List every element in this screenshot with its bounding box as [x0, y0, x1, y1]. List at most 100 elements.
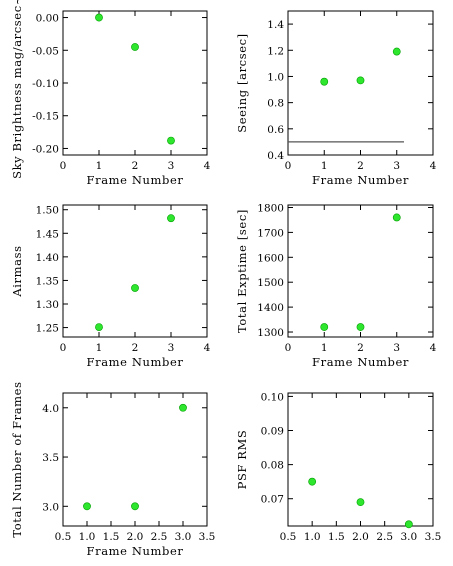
x-tick-label: 0.5	[55, 531, 72, 543]
y-tick-label: -0.05	[32, 45, 59, 57]
y-tick-label: 1.4	[267, 19, 284, 31]
y-tick-label: 0.00	[36, 13, 59, 25]
x-tick-label: 4	[430, 160, 437, 172]
y-tick-label: 0.07	[261, 494, 284, 506]
x-tick-label: 2.5	[151, 531, 168, 543]
data-point	[83, 502, 91, 511]
y-tick-label: 0.08	[261, 460, 284, 472]
x-axis-label: Frame Number	[87, 173, 184, 187]
plot-frame	[62, 10, 208, 156]
x-tick-label: 2	[132, 342, 139, 354]
x-tick-label: 0.5	[280, 531, 297, 543]
y-axis-label: Total Number of Frames	[10, 381, 24, 537]
x-tick-label: 2	[357, 160, 364, 172]
data-point	[131, 284, 139, 292]
x-axis-label: Frame Number	[312, 355, 409, 369]
plot-frame	[287, 392, 434, 527]
y-tick-label: -0.20	[32, 143, 59, 155]
x-tick-label: 1.0	[304, 531, 321, 543]
y-tick-label: 1400	[257, 302, 284, 314]
x-tick-label: 3.5	[425, 531, 442, 543]
data-point	[320, 323, 329, 331]
x-axis-label: Frame Number	[87, 544, 184, 558]
x-tick-label: 3	[168, 342, 175, 354]
x-tick-label: 3.5	[199, 531, 216, 543]
x-tick-label: 2	[357, 342, 364, 354]
x-tick-label: 3.0	[175, 531, 192, 543]
data-point	[392, 47, 401, 56]
data-point	[131, 43, 139, 51]
y-tick-label: 1.25	[36, 323, 59, 335]
y-axis-label: Seeing [arcsec]	[235, 33, 249, 133]
data-point	[320, 77, 329, 86]
chart-sky-brightness: 0 1 2 3 4 0.00 -0.05 -0.10 -0.15 -0.20 Frame Numbe…	[10, 0, 211, 187]
y-tick-label: -0.10	[32, 78, 59, 90]
x-tick-label: 1.5	[103, 531, 120, 543]
x-tick-label: 3	[393, 160, 400, 172]
y-tick-label: 0.10	[261, 391, 284, 403]
plot-frame	[287, 204, 434, 338]
y-tick-label: 1.40	[36, 252, 59, 264]
x-tick-label: 4	[204, 342, 211, 354]
x-tick-label: 0	[285, 160, 292, 172]
y-axis-label: Sky Brightness mag/arcsec~2	[10, 0, 24, 179]
data-point	[356, 323, 365, 331]
chart-exptime: 0 1 2 3 4 1300 1400 1500 1600 1700 1800 Frame Numbe…	[235, 202, 437, 369]
x-tick-label: 4	[430, 342, 437, 354]
x-tick-label: 4	[204, 160, 211, 172]
x-tick-label: 2.0	[127, 531, 144, 543]
y-tick-label: 1.30	[36, 299, 59, 311]
x-tick-label: 2.0	[352, 531, 369, 543]
y-tick-label: 3.0	[42, 501, 59, 513]
y-tick-label: 0.6	[267, 124, 284, 136]
y-tick-label: 1600	[257, 252, 284, 264]
chart-num-frames: 0.5 1.0 1.5 2.0 2.5 3.0 3.5 3.0 3.5 4.0 Frame Numb…	[10, 381, 215, 558]
y-tick-label: 1.35	[36, 275, 59, 287]
y-tick-label: -0.15	[32, 111, 59, 123]
chart-seeing: 0 1 2 3 4 0.4 0.6 0.8 1.0 1.2 1.4 Frame Number Seein…	[235, 10, 437, 187]
y-tick-label: 0.09	[261, 426, 284, 438]
x-tick-label: 0	[60, 342, 67, 354]
x-tick-label: 1	[96, 342, 103, 354]
y-tick-label: 0.8	[267, 98, 284, 110]
y-tick-label: 1800	[257, 202, 284, 214]
y-tick-label: 1700	[257, 227, 284, 239]
y-axis-label: Airmass	[10, 245, 24, 297]
x-tick-label: 2	[132, 160, 139, 172]
plot-frame	[62, 204, 208, 338]
y-axis-label: PSF RMS	[235, 430, 249, 490]
y-axis-label: Total Exptime [sec]	[235, 209, 249, 333]
x-tick-label: 1	[321, 160, 328, 172]
x-tick-label: 0	[285, 342, 292, 354]
data-point	[167, 136, 175, 145]
data-point	[356, 76, 365, 85]
x-tick-label: 1	[96, 160, 103, 172]
chart-psf-rms: 0.5 1.0 1.5 2.0 2.5 3.0 3.5 0.07 0.08 0.09 0.10 PSF…	[235, 391, 441, 543]
x-tick-label: 2.5	[376, 531, 393, 543]
x-tick-label: 1	[321, 342, 328, 354]
data-point	[404, 520, 413, 529]
data-point	[167, 214, 175, 223]
data-point	[392, 213, 401, 222]
y-tick-label: 1.2	[267, 45, 284, 57]
x-tick-label: 3	[168, 160, 175, 172]
data-point	[131, 502, 139, 511]
data-point	[356, 498, 365, 507]
y-tick-label: 0.4	[267, 150, 284, 162]
x-tick-label: 1.5	[328, 531, 345, 543]
y-tick-label: 1500	[257, 277, 284, 289]
x-tick-label: 1.0	[79, 531, 96, 543]
x-tick-label: 3.0	[400, 531, 417, 543]
x-axis-label: Frame Number	[312, 173, 409, 187]
y-tick-label: 1.45	[36, 228, 59, 240]
y-tick-label: 1300	[257, 327, 284, 339]
y-tick-label: 1.50	[36, 205, 59, 217]
x-axis-label: Frame Number	[87, 355, 184, 369]
x-tick-label: 3	[393, 342, 400, 354]
y-tick-label: 3.5	[42, 452, 59, 464]
data-point	[308, 477, 317, 486]
y-tick-label: 4.0	[42, 403, 59, 415]
y-tick-label: 1.0	[267, 71, 284, 83]
data-point	[95, 13, 103, 22]
